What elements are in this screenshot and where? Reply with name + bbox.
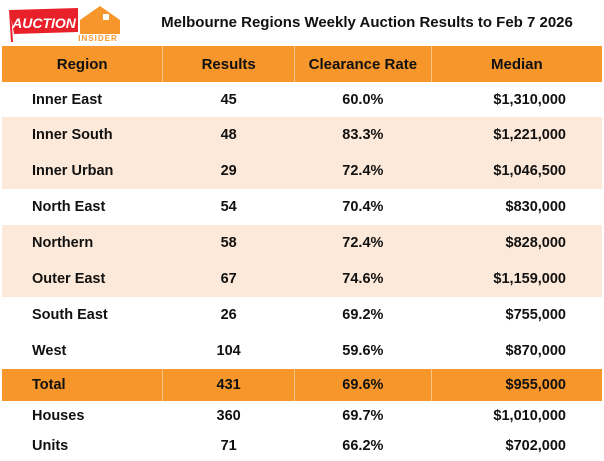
cell-region: West [32,343,67,359]
cell-results: 45 [220,91,237,108]
cell-clearance: 59.6% [342,343,384,359]
svg-text:INSIDER: INSIDER [78,34,117,42]
auction-insider-logo: AUCTION INSIDER [8,4,120,43]
cell-region: South East [32,307,108,323]
cell-region: Total [2,369,163,401]
cell-clearance: 69.2% [342,307,384,323]
svg-text:AUCTION: AUCTION [11,15,77,31]
cell-median: $955,000 [430,369,602,401]
auction-results-table: Region Results Clearance Rate Median Inn… [2,46,602,461]
column-header-results: Results [162,46,295,82]
cell-median: $870,000 [505,343,566,359]
cell-median: $1,310,000 [493,91,566,108]
cell-results: 48 [162,117,295,153]
breakdown-row: Houses 360 69.7% $1,010,000 [2,401,602,431]
table-row: Inner East 45 60.0% $1,310,000 [2,82,602,117]
column-header-median: Median [430,46,602,82]
cell-clearance: 69.7% [342,408,384,424]
cell-region: Inner Urban [2,153,163,189]
column-header-region: Region [2,46,163,82]
cell-results: 431 [162,369,295,401]
table-row: Northern 58 72.4% $828,000 [2,225,602,261]
table-row: South East 26 69.2% $755,000 [2,297,602,333]
cell-clearance: 72.4% [294,153,432,189]
cell-median: $830,000 [505,199,566,215]
cell-clearance: 69.6% [293,369,432,401]
header-row: Region Results Clearance Rate Median [2,46,602,82]
cell-results: 360 [216,408,241,424]
cell-region: Houses [32,408,85,424]
table-row: Outer East 67 74.6% $1,159,000 [2,261,602,297]
cell-results: 58 [162,225,295,261]
table-row: North East 54 70.4% $830,000 [2,189,602,225]
cell-median: $1,046,500 [431,153,602,189]
cell-region: Inner East [32,91,103,108]
cell-region: Inner South [2,117,163,153]
column-header-clearance-rate: Clearance Rate [293,46,432,82]
cell-clearance: 70.4% [342,199,384,215]
page-title: Melbourne Regions Weekly Auction Results… [161,14,573,31]
table-row: West 104 59.6% $870,000 [2,333,602,369]
cell-clearance: 60.0% [342,91,384,108]
cell-region: North East [32,199,106,215]
cell-clearance: 72.4% [294,225,432,261]
cell-clearance: 74.6% [294,261,432,297]
cell-results: 29 [162,153,295,189]
cell-median: $755,000 [505,307,566,323]
cell-clearance: 83.3% [294,117,432,153]
cell-median: $702,000 [505,438,566,454]
cell-median: $828,000 [431,225,602,261]
breakdown-row: Units 71 66.2% $702,000 [2,431,602,461]
cell-results: 26 [220,307,237,323]
cell-region: Northern [2,225,163,261]
cell-results: 54 [220,199,237,215]
cell-median: $1,010,000 [493,408,566,424]
cell-results: 71 [220,438,237,454]
table-row: Inner Urban 29 72.4% $1,046,500 [2,153,602,189]
cell-median: $1,221,000 [431,117,602,153]
cell-results: 104 [216,343,241,359]
cell-region: Outer East [2,261,163,297]
cell-clearance: 66.2% [342,438,384,454]
table-row: Inner South 48 83.3% $1,221,000 [2,117,602,153]
total-row: Total 431 69.6% $955,000 [2,369,602,401]
cell-region: Units [32,438,69,454]
cell-results: 67 [162,261,295,297]
cell-median: $1,159,000 [431,261,602,297]
